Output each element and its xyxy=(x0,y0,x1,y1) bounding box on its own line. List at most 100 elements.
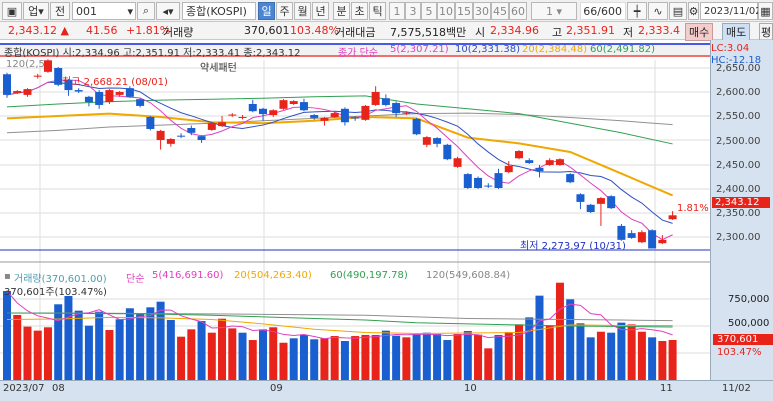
candle xyxy=(207,123,216,130)
candle xyxy=(658,239,667,244)
candle xyxy=(668,215,677,220)
candle xyxy=(576,194,585,202)
count-field[interactable]: 66/600 xyxy=(580,2,626,20)
candle xyxy=(596,198,605,204)
volume-bar xyxy=(238,332,247,380)
candle xyxy=(525,160,534,164)
count-max: /600 xyxy=(597,4,622,18)
save-icon[interactable]: ▤ xyxy=(669,2,687,20)
volume-bar xyxy=(105,329,114,380)
chevron-down-icon[interactable]: ▾ xyxy=(127,4,133,18)
candle xyxy=(105,90,114,103)
volume-bar xyxy=(637,331,646,380)
period-tab[interactable]: 분 xyxy=(333,2,350,20)
amount-value: 7,575,518백만 xyxy=(390,26,467,39)
candle xyxy=(248,104,257,112)
add-candle-icon[interactable]: ┿ xyxy=(627,2,647,20)
mode-button[interactable]: 전 xyxy=(50,2,70,20)
volume-bar xyxy=(648,337,657,380)
period-tab[interactable]: 년 xyxy=(312,2,329,20)
volume-bar xyxy=(566,299,575,380)
date-label: 09 xyxy=(270,383,283,394)
vol-sub-label: 370,601주(103.47%) xyxy=(4,287,107,298)
quote-bar: 2,343.12 ▲ 41.56 +1.81% 거래량 370,601 103.… xyxy=(0,22,773,41)
interval-button[interactable]: 30 xyxy=(473,2,491,20)
candle xyxy=(54,68,63,85)
interval-button[interactable]: 10 xyxy=(437,2,455,20)
volume-bar xyxy=(13,314,22,380)
volume-bar xyxy=(371,334,380,380)
period-tab[interactable]: 월 xyxy=(294,2,311,20)
date-label: 2023/07 xyxy=(3,383,45,394)
period-tab[interactable]: 초 xyxy=(351,2,368,20)
candle xyxy=(166,139,175,144)
candle xyxy=(146,116,155,129)
buy-button[interactable]: 매수 xyxy=(685,23,714,41)
price-axis[interactable] xyxy=(710,40,773,380)
price-axis-label: 2,400.00 xyxy=(716,184,761,195)
candle xyxy=(187,128,196,133)
price-axis-label: 2,350.00 xyxy=(716,208,761,220)
candle xyxy=(23,89,32,95)
price-axis-label: 2,650.00 xyxy=(716,63,761,74)
ma20-legend: 20(2,384.48) xyxy=(522,44,588,55)
volume-bar xyxy=(392,335,401,380)
interval-button[interactable]: 1 xyxy=(389,2,405,20)
ma20-line xyxy=(6,112,673,197)
volume-bar xyxy=(330,336,339,380)
ma120-line xyxy=(6,112,673,134)
open-label: 시 xyxy=(475,26,486,39)
layout-icon[interactable]: ▣ xyxy=(2,2,22,20)
candle xyxy=(515,151,523,159)
market-select[interactable]: 업 ▾ xyxy=(23,2,49,20)
ma10-legend: 10(2,331.38) xyxy=(455,44,521,55)
candle xyxy=(535,167,544,172)
interval-button[interactable]: 60 xyxy=(509,2,527,20)
vol-ma120-legend: 120(549,608.84) xyxy=(426,270,511,281)
price-axis-label: 2,450.00 xyxy=(716,159,761,171)
high-value: 2,351.91 xyxy=(566,24,615,37)
date-field[interactable]: 2023/11/02 xyxy=(700,2,762,20)
candle xyxy=(433,138,442,144)
volume-bar xyxy=(248,340,257,380)
code-value: 001 xyxy=(76,4,97,18)
name-field[interactable]: 종합(KOSPI) xyxy=(182,2,256,20)
period-tab[interactable]: 틱 xyxy=(369,2,386,20)
ma120-legend: 120(2,5 xyxy=(6,59,45,70)
volume-bar xyxy=(3,291,11,380)
volume-bar xyxy=(433,333,442,380)
gear-icon[interactable]: ⚙ xyxy=(688,2,699,20)
period-tab[interactable]: 주 xyxy=(276,2,293,20)
candle xyxy=(648,230,657,249)
interval-button[interactable]: 5 xyxy=(421,2,437,20)
candle xyxy=(269,110,278,116)
price-axis-label: 2,500.00 xyxy=(716,135,761,147)
candle xyxy=(361,105,370,120)
candle xyxy=(95,92,104,105)
period-tab[interactable]: 일 xyxy=(258,2,275,20)
speaker-icon[interactable]: ◂▾ xyxy=(156,2,180,20)
interval-button[interactable]: 3 xyxy=(405,2,421,20)
hc-label: HC:-12.18 xyxy=(711,55,762,66)
candle xyxy=(484,185,493,187)
date-label: 11/02 xyxy=(722,383,751,394)
volume-bar xyxy=(617,322,626,380)
candle xyxy=(289,101,298,104)
candle xyxy=(43,60,52,72)
vol-axis-500k: 500,000 xyxy=(728,318,770,329)
candle xyxy=(125,88,134,97)
search-icon[interactable]: ⌕ xyxy=(137,2,155,20)
amount-label: 거래대금 xyxy=(335,26,376,39)
volume-bar xyxy=(187,329,196,380)
ma10-line xyxy=(6,81,673,224)
interval-button[interactable]: 15 xyxy=(455,2,473,20)
candle xyxy=(136,99,145,106)
candle xyxy=(412,118,421,135)
interval-button[interactable]: 45 xyxy=(491,2,509,20)
unit-select[interactable]: 1 ▾ xyxy=(531,2,577,20)
candle xyxy=(381,98,390,105)
price-legend-bar xyxy=(0,43,710,57)
add-line-icon[interactable]: ∿ xyxy=(648,2,668,20)
code-input[interactable]: 001 ▾ xyxy=(72,2,136,20)
